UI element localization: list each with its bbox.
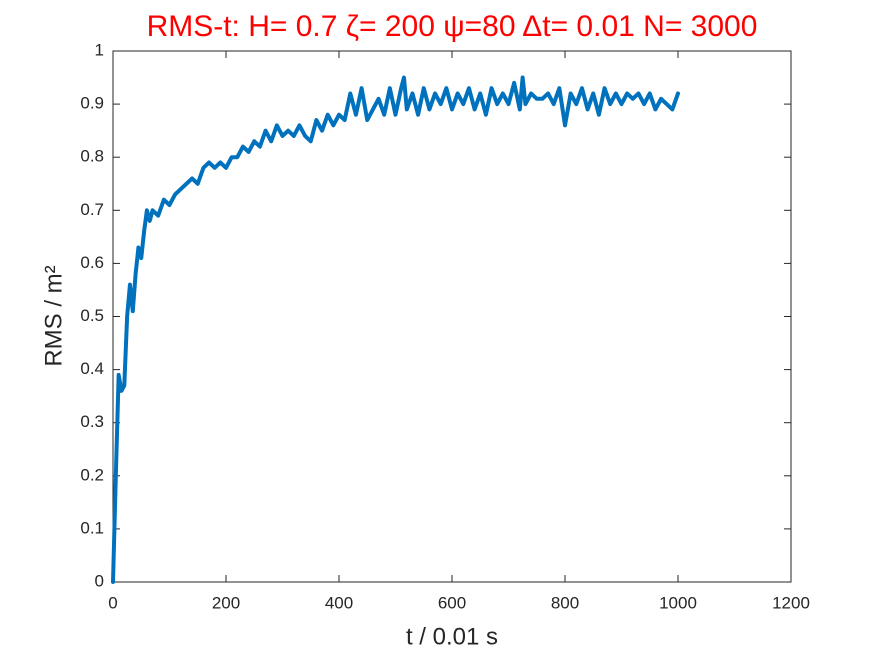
y-tick-label: 0 bbox=[95, 571, 104, 590]
x-tick-label: 0 bbox=[108, 593, 117, 612]
data-line bbox=[111, 75, 680, 584]
y-tick-label: 0.7 bbox=[80, 200, 104, 219]
x-tick-label: 800 bbox=[551, 593, 579, 612]
x-tick-label: 400 bbox=[325, 593, 353, 612]
x-tick-label: 200 bbox=[212, 593, 240, 612]
y-tick-label: 0.3 bbox=[80, 412, 104, 431]
y-tick-label: 1 bbox=[95, 40, 104, 59]
y-tick-label: 0.4 bbox=[80, 359, 104, 378]
x-tick-label: 1200 bbox=[772, 593, 810, 612]
x-tick-label: 1000 bbox=[659, 593, 697, 612]
x-axis-label: t / 0.01 s bbox=[406, 623, 498, 650]
y-tick-label: 0.8 bbox=[80, 147, 104, 166]
y-tick-label: 0.1 bbox=[80, 518, 104, 537]
y-tick-label: 0.5 bbox=[80, 306, 104, 325]
y-tick-label: 0.9 bbox=[80, 94, 104, 113]
y-axis-label: RMS / m² bbox=[40, 265, 67, 366]
x-tick-label: 600 bbox=[438, 593, 466, 612]
y-tick-label: 0.6 bbox=[80, 253, 104, 272]
y-tick-label: 0.2 bbox=[80, 465, 104, 484]
chart-title: RMS-t: H= 0.7 ζ= 200 ψ=80 Δt= 0.01 N= 30… bbox=[147, 10, 758, 43]
